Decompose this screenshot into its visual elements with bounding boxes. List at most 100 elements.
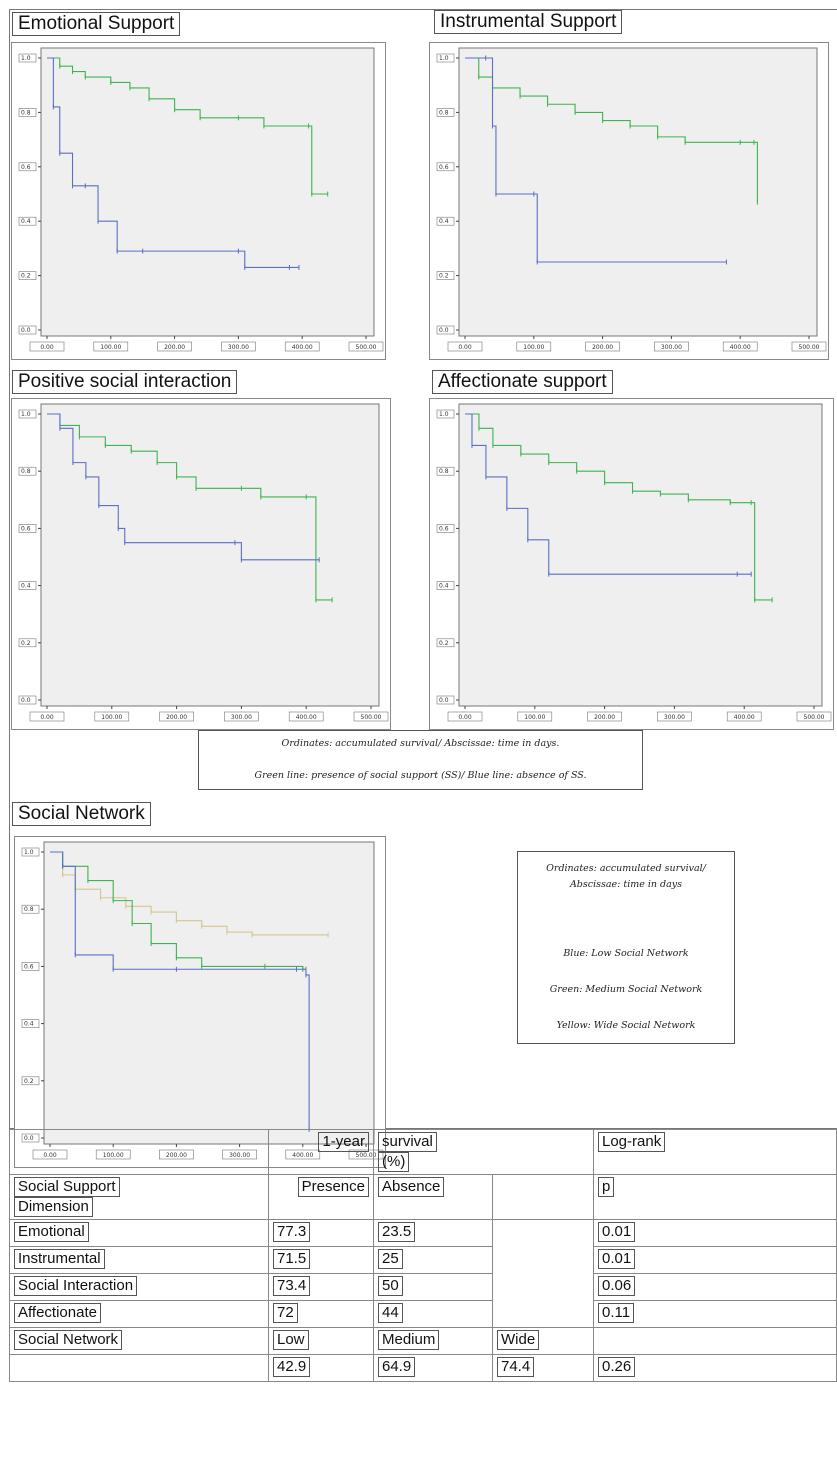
y-tick-label: 0.0 [439, 697, 449, 704]
x-tick-box [224, 711, 259, 722]
row-name: Emotional [14, 1222, 89, 1242]
chart-title-emotional: Emotional Support [12, 12, 181, 36]
x-tick-box [587, 711, 622, 722]
row-presence: 73.4 [273, 1276, 311, 1296]
y-tick-label: 1.0 [21, 411, 31, 418]
note-b-abscissae: Abscissae: time in days [569, 879, 683, 890]
x-tick-label: 200.00 [594, 714, 615, 721]
x-tick-label: 500.00 [804, 714, 825, 721]
row-p: 0.11 [598, 1303, 635, 1323]
y-tick-label: 0.8 [24, 906, 34, 913]
y-tick-box [436, 638, 455, 648]
y-tick-label: 0.4 [21, 218, 31, 225]
row-name: Social Interaction [14, 1276, 138, 1296]
y-tick-box [436, 466, 455, 476]
y-tick-box [436, 325, 455, 335]
y-tick-box [21, 904, 40, 914]
row-presence: 72 [273, 1303, 298, 1323]
x-tick-box [657, 711, 692, 722]
row-name: Affectionate [14, 1303, 101, 1323]
y-tick-box [21, 962, 40, 971]
x-tick-box [284, 341, 320, 352]
x-tick-box [288, 711, 324, 722]
y-tick-box [21, 1019, 40, 1028]
y-tick-box [21, 847, 40, 857]
y-tick-box [18, 466, 37, 476]
x-tick-box [654, 341, 689, 352]
km-chart-affectionate: 0.0 0.2 0.4 0.6 0.8 1.0 0.00 100.00 200.00 300.00… [429, 398, 834, 730]
x-tick-label: 300.00 [661, 344, 682, 351]
x-tick-label: 0.00 [40, 714, 54, 721]
y-tick-label: 1.0 [439, 55, 449, 62]
plot-area [458, 403, 823, 707]
x-tick-box [29, 711, 65, 722]
x-tick-box [93, 341, 129, 352]
y-tick-label: 0.2 [21, 640, 31, 647]
plot-area [40, 47, 375, 337]
x-tick-label: 0.00 [40, 344, 54, 351]
x-tick-box [585, 341, 620, 352]
y-tick-label: 1.0 [21, 55, 31, 62]
chart-title-positive: Positive social interaction [12, 370, 238, 394]
x-tick-label: 0.00 [458, 714, 472, 721]
header-dimension: Dimension [14, 1197, 93, 1217]
y-tick-box [18, 271, 37, 280]
km-chart-instrumental: 0.0 0.2 0.4 0.6 0.8 1.0 0.00 100.00 200.00 300.00… [429, 42, 829, 360]
km-chart-positive: 0.0 0.2 0.4 0.6 0.8 1.0 0.00 100.00 200.00 300.00… [11, 398, 391, 730]
x-tick-box [791, 341, 827, 352]
network-label: Social Network [14, 1330, 123, 1350]
header-social-support: Social Support [14, 1177, 120, 1197]
x-tick-label: 100.00 [100, 344, 121, 351]
table-row: Emotional 77.3 23.5 0.01 [9, 1219, 837, 1247]
x-tick-label: 100.00 [101, 714, 122, 721]
chart-title-instrumental: Instrumental Support [434, 10, 623, 34]
row-name: Instrumental [14, 1249, 105, 1269]
series-line-green [47, 413, 333, 601]
x-tick-label: 300.00 [664, 714, 685, 721]
x-tick-label: 400.00 [734, 714, 755, 721]
y-tick-label: 0.8 [439, 468, 449, 475]
y-tick-label: 0.8 [439, 109, 449, 116]
y-tick-label: 0.2 [439, 273, 449, 280]
y-tick-label: 0.6 [21, 164, 31, 171]
x-tick-box [29, 341, 65, 352]
y-tick-label: 0.8 [21, 109, 31, 116]
y-tick-label: 0.6 [21, 525, 31, 532]
y-tick-box [18, 162, 37, 172]
chart-title-network: Social Network [12, 802, 151, 826]
series-line-blue [465, 57, 727, 263]
results-table: 1-year survival (%) Log-rank Social Suppo… [9, 1129, 837, 1382]
y-tick-label: 0.4 [21, 583, 31, 590]
table-header-row-2: Social Support Dimension Presence Absence… [9, 1174, 837, 1220]
x-tick-box [159, 711, 194, 722]
x-tick-label: 200.00 [164, 344, 185, 351]
series-line-blue [47, 57, 300, 268]
table-row-network-header: Social Network Low Medium Wide [9, 1327, 837, 1355]
x-tick-box [722, 341, 758, 352]
header-wide: Wide [497, 1330, 540, 1350]
y-tick-box [436, 271, 455, 280]
y-tick-label: 0.0 [439, 327, 449, 334]
x-tick-label: 400.00 [730, 344, 751, 351]
network-wide: 74.4 [497, 1357, 535, 1377]
x-tick-box [447, 711, 483, 722]
row-presence: 71.5 [273, 1249, 311, 1269]
x-tick-box [447, 341, 483, 352]
x-tick-label: 200.00 [592, 344, 613, 351]
x-tick-box [94, 711, 130, 722]
header-medium: Medium [378, 1330, 440, 1350]
note-axes: Ordinates: accumulated survival/ Absciss… [281, 738, 560, 749]
header-absence: Absence [378, 1177, 445, 1197]
y-tick-box [436, 53, 455, 63]
row-p: 0.01 [598, 1249, 636, 1269]
km-chart-network: 0.00.20.40.60.81.00.00 100.00 200.00 300.00… [14, 836, 386, 1168]
y-tick-label: 0.6 [439, 164, 449, 171]
y-tick-box [18, 409, 37, 419]
plot-area [40, 403, 380, 707]
y-tick-label: 0.2 [21, 273, 31, 280]
x-tick-label: 500.00 [361, 714, 382, 721]
y-tick-box [436, 108, 455, 117]
x-tick-label: 500.00 [356, 344, 377, 351]
header-1-year: 1-year [318, 1132, 369, 1152]
note-b-yellow: Yellow: Wide Social Network [556, 1020, 696, 1031]
